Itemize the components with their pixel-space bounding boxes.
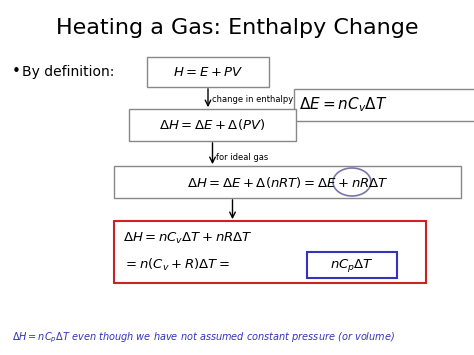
FancyBboxPatch shape [129, 109, 296, 141]
Text: •: • [12, 65, 21, 80]
FancyBboxPatch shape [307, 252, 397, 278]
Text: $H = E + PV$: $H = E + PV$ [173, 66, 243, 78]
FancyBboxPatch shape [114, 221, 426, 283]
Text: $\Delta H = \Delta E + \Delta(PV)$: $\Delta H = \Delta E + \Delta(PV)$ [159, 118, 265, 132]
Text: By definition:: By definition: [22, 65, 114, 79]
Text: for ideal gas: for ideal gas [217, 153, 269, 162]
Text: $\Delta H = nC_p\Delta T$ even though we have not assumed constant pressure (or : $\Delta H = nC_p\Delta T$ even though we… [12, 331, 395, 345]
Text: Heating a Gas: Enthalpy Change: Heating a Gas: Enthalpy Change [56, 18, 418, 38]
Text: $\Delta H = nC_v\Delta T + nR\Delta T$: $\Delta H = nC_v\Delta T + nR\Delta T$ [123, 231, 253, 246]
Text: $= n(C_v + R)\Delta T = $: $= n(C_v + R)\Delta T = $ [123, 257, 230, 273]
Text: $\Delta E = nC_v\Delta T$: $\Delta E = nC_v\Delta T$ [299, 95, 388, 114]
Text: $nC_p\Delta T$: $nC_p\Delta T$ [330, 257, 374, 274]
Text: change in enthalpy: change in enthalpy [212, 95, 293, 104]
FancyBboxPatch shape [147, 57, 269, 87]
FancyBboxPatch shape [114, 166, 461, 198]
FancyBboxPatch shape [294, 89, 474, 121]
Text: $\Delta H = \Delta E + \Delta(nRT) = \Delta E + nR\Delta T$: $\Delta H = \Delta E + \Delta(nRT) = \De… [187, 175, 388, 190]
